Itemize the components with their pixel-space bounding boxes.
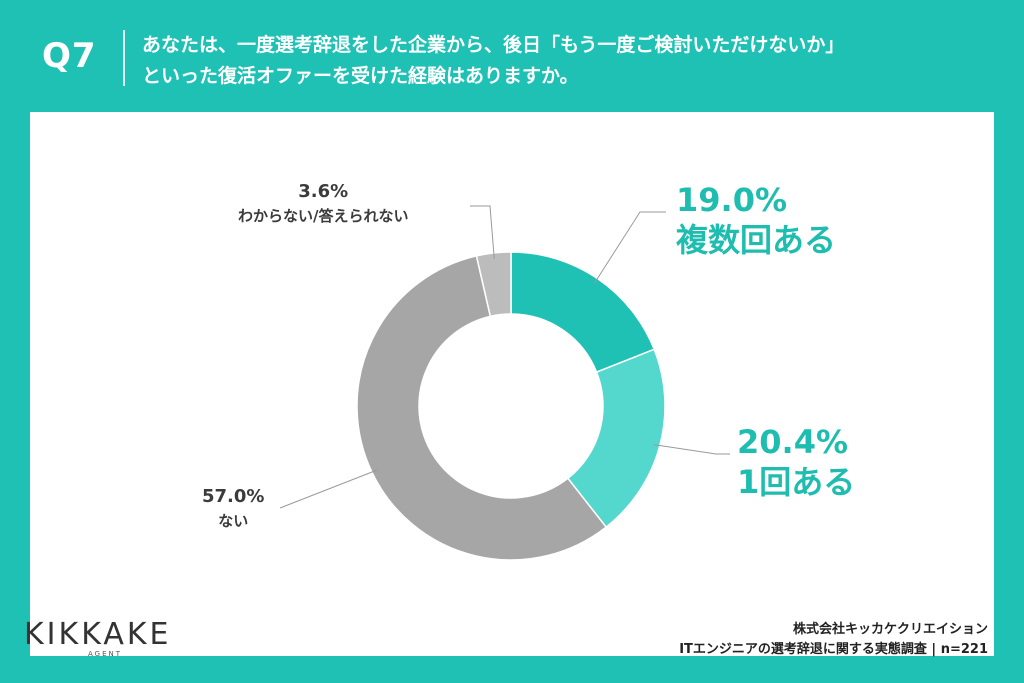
slice-value-once: 20.4% — [737, 423, 849, 461]
slice-label-once: 20.4% 1回ある — [737, 422, 855, 502]
company-name: 株式会社キッカケクリエイション — [792, 622, 988, 637]
leader-once — [653, 444, 730, 455]
slice-label-multiple: 19.0% 複数回ある — [676, 180, 836, 260]
leader-multiple — [593, 211, 666, 284]
slice-none — [356, 255, 608, 561]
leader-unknown — [470, 205, 495, 259]
slice-name-once: 1回ある — [737, 463, 856, 501]
question-line-2: といった復活オファーを受けた経験はありますか。 — [142, 65, 579, 87]
logo-subtext: AGENT — [88, 650, 123, 658]
logo-text: KIKKAKE — [24, 617, 172, 652]
slice-value-none: 57.0% — [202, 486, 265, 507]
slice-name-none: ない — [218, 512, 249, 530]
slice-multiple — [510, 251, 656, 374]
question-text: あなたは、一度選考辞退をした企業から、後日「もう一度ご検討いただけないか」 とい… — [142, 30, 1002, 92]
header-divider — [123, 30, 125, 86]
leader-lines — [279, 205, 730, 509]
survey-info: ITエンジニアの選考辞退に関する実態調査 | n=221 — [679, 642, 988, 657]
slice-once — [566, 348, 666, 529]
question-number: Q7 — [42, 36, 97, 76]
chart-panel — [30, 112, 994, 656]
slice-name-multiple: 複数回ある — [676, 221, 837, 259]
slice-unknown — [475, 251, 512, 318]
slice-value-multiple: 19.0% — [676, 181, 788, 219]
slice-value-unknown: 3.6% — [298, 181, 349, 202]
slice-label-unknown: 3.6% わからない/答えられない — [238, 180, 408, 228]
question-line-1: あなたは、一度選考辞退をした企業から、後日「もう一度ご検討いただけないか」 — [142, 34, 845, 56]
donut-slices — [356, 251, 666, 561]
kikkake-logo: KIKKAKE AGENT — [24, 617, 172, 658]
footer-credits: 株式会社キッカケクリエイション ITエンジニアの選考辞退に関する実態調査 | n… — [679, 620, 988, 660]
leader-none — [279, 469, 378, 509]
slice-label-none: 57.0% ない — [202, 485, 264, 533]
header: Q7 あなたは、一度選考辞退をした企業から、後日「もう一度ご検討いただけないか」… — [0, 0, 1024, 112]
slice-name-unknown: わからない/答えられない — [238, 207, 409, 225]
